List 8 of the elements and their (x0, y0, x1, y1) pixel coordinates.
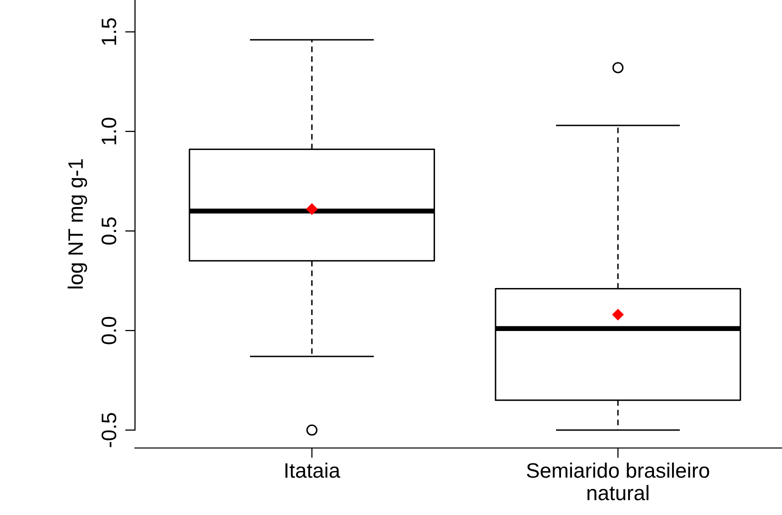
y-axis-title: log NT mg g-1 (68, 159, 88, 288)
y-tick-label: 0.5 (102, 217, 116, 245)
x-tick-label: Itataia (285, 462, 340, 478)
y-tick-label: 1.0 (102, 118, 116, 144)
y-tick-label: 1.5 (102, 18, 116, 45)
y-tick-label: -0.5 (102, 413, 116, 448)
y-tick-label: 0.0 (102, 316, 116, 344)
x-tick-label: Semiarido brasileiro natural (526, 462, 710, 500)
